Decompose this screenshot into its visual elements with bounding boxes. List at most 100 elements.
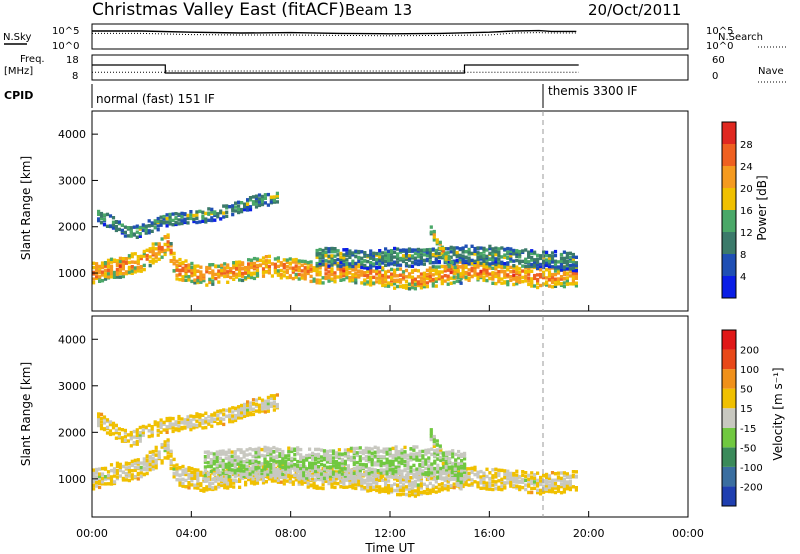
- velocity-cell-1-1506: [355, 451, 359, 455]
- velocity-cell-0-991: [562, 473, 566, 477]
- velocity-cell-1-1095: [227, 448, 231, 452]
- velocity-cell-3-2009: [171, 422, 175, 426]
- power-cell-0-901: [527, 272, 531, 276]
- velocity-cell-3-1901: [97, 414, 101, 419]
- velocity-cell-0-201: [187, 486, 191, 490]
- power-cell-2-1489: [452, 262, 456, 266]
- velocity-cell-1-1217: [269, 475, 273, 479]
- velocity-cell-1-1329: [302, 460, 306, 464]
- power-cell-2-1326: [369, 262, 373, 267]
- velocity-cell-1-1447: [337, 448, 341, 452]
- velocity-cell-1-1587: [382, 468, 386, 472]
- velocity-cell-1-1252: [278, 464, 282, 469]
- velocity-cell-1-1076: [221, 449, 225, 453]
- velocity-cell-0-453: [309, 483, 313, 487]
- power-cell-0-427: [297, 272, 301, 277]
- velocity-cell-0-979: [559, 491, 564, 495]
- velocity-cell-0-790: [467, 475, 471, 479]
- velocity-cell-0-134: [154, 466, 158, 470]
- power-cell-0-633: [398, 280, 403, 284]
- power-cell-2-1299: [351, 251, 355, 255]
- velocity-cell-0-619: [384, 477, 388, 481]
- velocity-cell-0-1000: [568, 486, 572, 490]
- velocity-cell-1-1269: [284, 470, 288, 475]
- power-cell-0-507: [339, 271, 343, 276]
- velocity-cell-1-1738: [427, 456, 431, 460]
- power-cell-0-80: [124, 257, 128, 261]
- power-cell-1-1141: [204, 220, 208, 224]
- power-cell-1-1112: [180, 221, 184, 226]
- velocity-cell-1-1155: [248, 472, 252, 476]
- velocity-cell-3-2029: [186, 425, 190, 429]
- velocity-cell-3-2149: [257, 403, 262, 407]
- power-cell-0-293: [235, 275, 239, 279]
- velocity-cell-3-1987: [156, 421, 160, 425]
- power-cell-0-207: [187, 265, 191, 270]
- velocity-cell-3-2060: [204, 420, 208, 424]
- power-cell-0-321: [247, 274, 251, 278]
- velocity-cell-1-1134: [239, 448, 243, 452]
- velocity-cell-1-1286: [290, 474, 294, 479]
- velocity-cell-2-1889: [456, 478, 460, 482]
- power-cell-2-1407: [407, 249, 412, 253]
- velocity-cell-3-2061: [204, 416, 208, 421]
- velocity-cell-1-1202: [263, 458, 267, 462]
- velocity-cell-0-623: [387, 486, 391, 491]
- velocity-cell-3-2040: [192, 423, 196, 427]
- power-cell-0-141: [157, 250, 161, 254]
- power-cell-0-43: [109, 269, 114, 273]
- power-cell-1-1201: [254, 201, 259, 206]
- velocity-cell-1-1372: [317, 468, 321, 472]
- velocity-cell-1-1330: [302, 458, 306, 462]
- power-cell-0-977: [565, 276, 569, 280]
- velocity-cell-3-2015: [177, 428, 181, 433]
- velocity-cell-0-725: [434, 480, 438, 484]
- power-cell-3-1752: [450, 260, 454, 265]
- power-cell-0-603: [384, 279, 388, 284]
- velocity-cell-0-342: [255, 478, 260, 482]
- power-cell-0-591: [378, 275, 382, 280]
- velocity-cell-0-102: [139, 471, 143, 475]
- velocity-cell-1-1200: [263, 465, 267, 469]
- velocity-cell-1-1566: [373, 445, 377, 449]
- velocity-cell-3-2032: [186, 417, 190, 421]
- velocity-cell-0-191: [181, 477, 185, 481]
- velocity-cell-3-2007: [171, 426, 175, 430]
- velocity-cell-0-207: [187, 468, 191, 473]
- power-cell-0-615: [390, 276, 394, 280]
- velocity-cell-0-798: [470, 466, 474, 470]
- velocity-cell-3-2017: [177, 424, 181, 428]
- velocity-cell-1-1427: [331, 449, 336, 453]
- power-cell-1-1011: [102, 223, 107, 227]
- power-cell-0-958: [556, 269, 561, 273]
- velocity-cell-0-922: [533, 482, 537, 486]
- velocity-cell-0-564: [360, 481, 364, 485]
- power-cell-3-1747: [444, 255, 448, 259]
- velocity-cell-0-618: [384, 481, 388, 485]
- power-cell-0-270: [223, 274, 227, 279]
- velocity-cell-1-1089: [227, 467, 231, 472]
- power-cell-0-211: [190, 270, 194, 275]
- power-cell-1-1194: [248, 205, 253, 209]
- power-cell-2-1230: [315, 264, 319, 268]
- velocity-cell-1-1473: [346, 466, 350, 471]
- power-cell-0-353: [258, 258, 263, 263]
- velocity-cell-1-1046: [215, 475, 219, 479]
- velocity-cell-1-1320: [299, 455, 303, 460]
- power-cell-0-99: [133, 252, 137, 256]
- velocity-cell-0-483: [324, 479, 328, 483]
- velocity-cell-1-1670: [406, 466, 410, 471]
- velocity-cell-0-589: [372, 487, 376, 491]
- velocity-cell-1-1312: [299, 476, 303, 480]
- plot-title: Christmas Valley East (fitACF): [92, 0, 345, 20]
- velocity-cell-0-136: [154, 461, 158, 465]
- velocity-cell-1-1789: [445, 470, 449, 475]
- velocity-cell-0-159: [166, 446, 170, 450]
- power-cell-0-210: [190, 273, 194, 278]
- power-cell-0-339: [252, 265, 257, 270]
- velocity-cell-1-1813: [451, 449, 455, 453]
- power-cell-0-425: [294, 257, 298, 262]
- velocity-cell-1-1507: [355, 446, 359, 451]
- velocity-cell-1-1082: [224, 462, 228, 467]
- velocity-cell-1-1066: [218, 449, 222, 454]
